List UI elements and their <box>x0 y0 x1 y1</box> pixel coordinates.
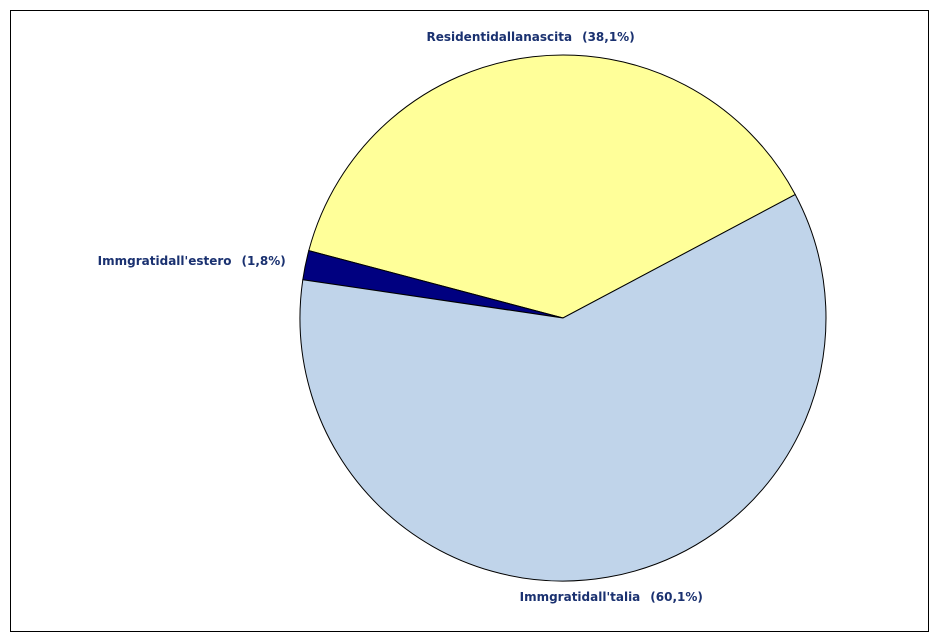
slice-label-name: Residentidallanascita <box>426 29 572 43</box>
pie-slice <box>299 193 827 582</box>
slice-label-value: (60,1%) <box>650 589 703 603</box>
slice-label-name: Immgratidall'talia <box>520 589 641 603</box>
slice-label-value: (38,1%) <box>582 29 635 43</box>
slice-label: Immgratidall'talia (60,1%) <box>520 589 703 603</box>
slice-label-name: Immgratidall'estero <box>98 254 232 268</box>
slice-label: Residentidallanascita (38,1%) <box>426 29 634 43</box>
slice-label: Immgratidall'estero (1,8%) <box>98 254 286 268</box>
pie-slice <box>308 54 796 319</box>
slice-label-value: (1,8%) <box>242 254 286 268</box>
